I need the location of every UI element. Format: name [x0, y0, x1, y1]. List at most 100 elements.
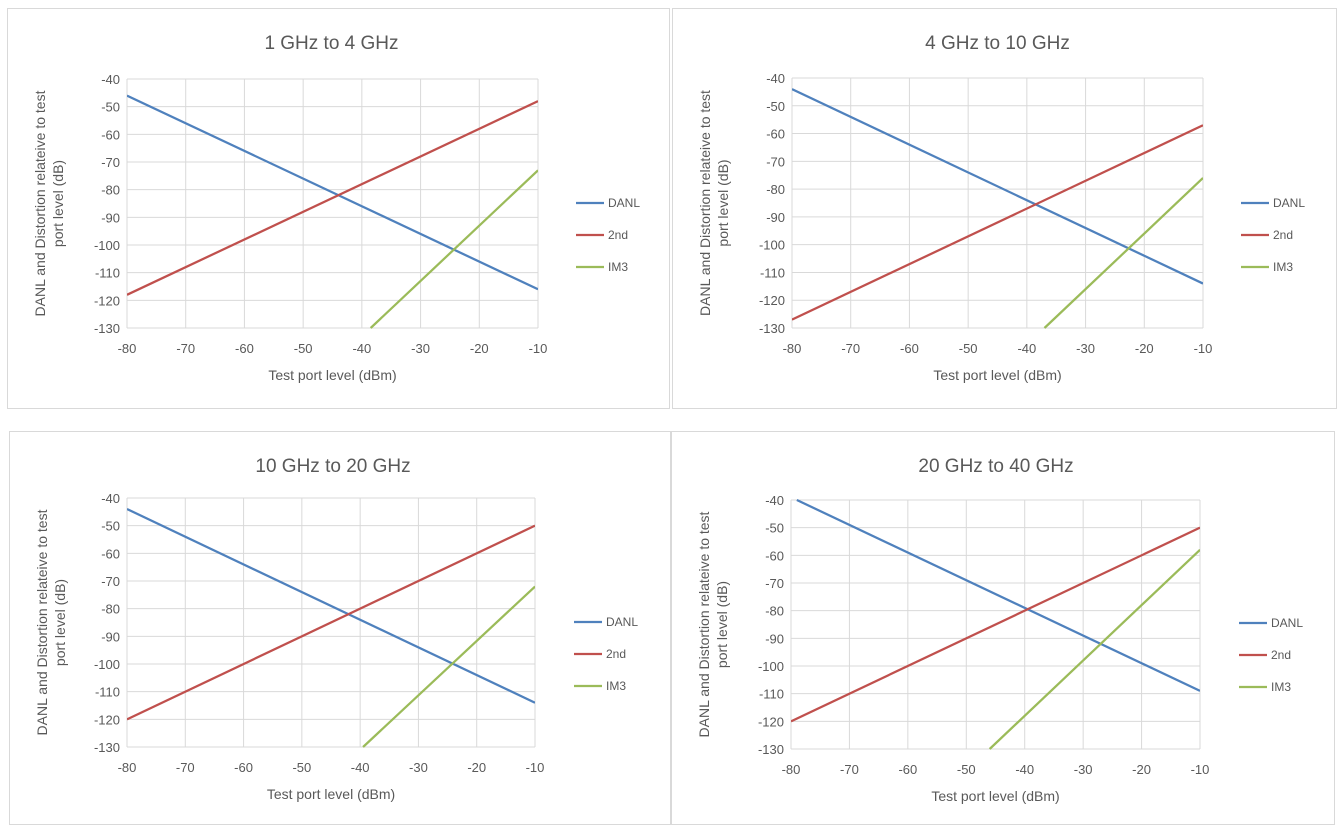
x-axis-label: Test port level (dBm): [931, 788, 1059, 804]
y-tick-label: -90: [765, 631, 784, 646]
chart-title: 10 GHz to 20 GHz: [255, 456, 410, 477]
y-axis-label-line: port level (dB): [714, 581, 730, 668]
y-axis-label-line: DANL and Distortion relateive to test: [696, 511, 712, 737]
chart-svg-1: 1 GHz to 4 GHz -40 -50 -60 -70 -80 -90 -100 -110…: [32, 33, 640, 383]
x-axis-label: Test port level (dBm): [268, 367, 396, 383]
y-tick-label: -40: [766, 71, 785, 86]
chart-panel-1: 1 GHz to 4 GHz -40 -50 -60 -70 -80 -90 -100 -110…: [7, 8, 670, 409]
series-line-2nd: [791, 526, 1200, 723]
gridlines: [126, 78, 539, 329]
legend-label-2nd: 2nd: [1273, 228, 1293, 242]
legend-label-danl: DANL: [608, 196, 640, 210]
y-axis-label-line: DANL and Distortion relateive to test: [697, 90, 713, 316]
series-line-danl: [127, 508, 535, 704]
y-tick-label: -110: [759, 687, 784, 702]
y-tick-label: -130: [94, 740, 120, 755]
x-tick-label: -40: [1017, 341, 1036, 356]
legend: DANL 2nd IM3: [574, 615, 638, 693]
x-tick-label: -60: [234, 760, 253, 775]
x-tick-label: -30: [411, 341, 430, 356]
x-tick-label: -30: [1076, 341, 1095, 356]
series-line-2nd: [127, 100, 538, 296]
y-axis-label-line: DANL and Distortion relateive to test: [34, 509, 50, 735]
chart-svg-2: 4 GHz to 10 GHz -40 -50 -60 -70 -80 -90 -100 -11…: [697, 33, 1305, 383]
x-tick-label: -80: [783, 341, 802, 356]
y-tick-label: -90: [101, 210, 120, 225]
y-tick-label: -120: [94, 712, 120, 727]
y-tick-label: -80: [101, 183, 120, 198]
y-tick-label: -100: [758, 659, 784, 674]
y-axis-label-line: port level (dB): [50, 160, 66, 247]
x-tick-label: -10: [1194, 341, 1213, 356]
x-axis-label: Test port level (dBm): [267, 786, 395, 802]
y-tick-label: -110: [760, 265, 785, 280]
x-tick-label: -20: [1132, 762, 1151, 777]
chart-svg-4: 20 GHz to 40 GHz -40 -50 -60 -70 -80 -90 -100 -1…: [696, 456, 1303, 804]
chart-title: 20 GHz to 40 GHz: [918, 456, 1073, 477]
x-tick-label: -40: [352, 341, 371, 356]
x-tick-label: -20: [470, 341, 489, 356]
chart-panel-4: 20 GHz to 40 GHz -40 -50 -60 -70 -80 -90 -100 -1…: [671, 431, 1335, 825]
y-tick-label: -100: [94, 657, 120, 672]
x-axis-label: Test port level (dBm): [933, 367, 1061, 383]
x-tick-label: -30: [409, 760, 428, 775]
x-tick-label: -80: [118, 341, 137, 356]
x-tick-label: -50: [294, 341, 313, 356]
series-line-2nd: [792, 124, 1203, 321]
series-line-im3: [988, 548, 1200, 750]
y-tick-label: -40: [765, 493, 784, 508]
y-tick-label: -50: [765, 521, 784, 536]
legend-label-2nd: 2nd: [606, 647, 626, 661]
y-tick-label: -80: [765, 604, 784, 619]
chart-title: 4 GHz to 10 GHz: [925, 33, 1070, 54]
y-tick-label: -50: [101, 519, 120, 534]
y-tick-label: -90: [101, 629, 120, 644]
x-tick-label: -20: [1135, 341, 1154, 356]
gridlines: [126, 497, 536, 748]
plot-area: [791, 499, 1200, 750]
legend-label-im3: IM3: [608, 260, 628, 274]
legend-label-danl: DANL: [606, 615, 638, 629]
x-tick-label: -60: [900, 341, 919, 356]
legend-label-2nd: 2nd: [1271, 648, 1291, 662]
x-tick-label: -10: [1191, 762, 1210, 777]
legend-label-im3: IM3: [606, 679, 626, 693]
y-tick-label: -100: [759, 238, 785, 253]
x-tick-label: -70: [841, 341, 860, 356]
legend: DANL 2nd IM3: [1239, 616, 1303, 694]
series-line-danl: [127, 94, 538, 291]
y-tick-label: -120: [758, 714, 784, 729]
x-tick-label: -40: [351, 760, 370, 775]
legend-label-2nd: 2nd: [608, 228, 628, 242]
y-tick-label: -50: [766, 99, 785, 114]
y-tick-label: -40: [101, 491, 120, 506]
y-axis-label: DANL and Distortion relateive to test por…: [697, 90, 731, 316]
legend-label-im3: IM3: [1271, 680, 1291, 694]
series-line-danl: [796, 499, 1200, 692]
y-axis-label: DANL and Distortion relateive to test por…: [34, 509, 68, 735]
gridlines: [790, 499, 1201, 750]
y-tick-label: -40: [101, 72, 120, 87]
y-tick-label: -120: [94, 293, 120, 308]
y-tick-label: -60: [766, 127, 785, 142]
x-tick-label: -80: [782, 762, 801, 777]
y-tick-label: -80: [766, 182, 785, 197]
y-axis-label: DANL and Distortion relateive to test por…: [696, 511, 730, 737]
legend: DANL 2nd IM3: [576, 196, 640, 274]
y-tick-label: -80: [101, 602, 120, 617]
y-tick-label: -110: [95, 685, 120, 700]
y-tick-label: -100: [94, 238, 120, 253]
y-tick-label: -60: [765, 548, 784, 563]
gridlines: [791, 77, 1204, 329]
y-axis-label-line: DANL and Distortion relateive to test: [32, 90, 48, 316]
x-tick-label: -80: [118, 760, 137, 775]
x-tick-label: -10: [526, 760, 545, 775]
series-line-2nd: [127, 524, 535, 721]
y-tick-label: -130: [758, 742, 784, 757]
plot-area: [127, 94, 538, 329]
legend-label-danl: DANL: [1273, 196, 1305, 210]
legend: DANL 2nd IM3: [1241, 196, 1305, 274]
x-tick-label: -70: [840, 762, 859, 777]
y-tick-label: -60: [101, 127, 120, 142]
x-tick-label: -10: [529, 341, 548, 356]
